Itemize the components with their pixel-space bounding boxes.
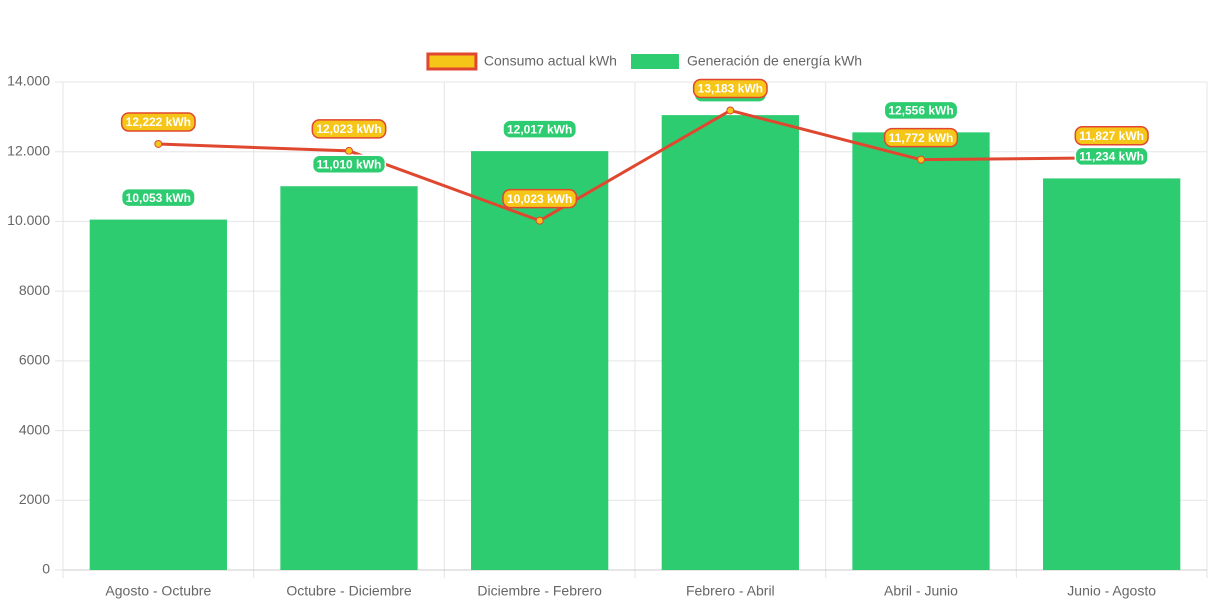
data-label: 12,222 kWh	[126, 115, 191, 129]
line	[158, 108, 1112, 223]
bar	[89, 219, 227, 570]
data-label-bg	[120, 187, 196, 208]
data-label: 12,023 kWh	[316, 122, 381, 136]
legend-swatch	[630, 54, 679, 69]
bar	[1043, 178, 1181, 570]
bar	[852, 132, 990, 570]
x-tick-label: Junio - Agosto	[1067, 583, 1156, 599]
bar	[471, 151, 609, 571]
data-label-bg	[692, 78, 768, 99]
y-tick-label: 2000	[19, 491, 50, 507]
data-label: 10,053 kWh	[126, 191, 191, 205]
data-label-bg	[883, 100, 959, 121]
point	[345, 146, 353, 155]
y-tick-label: 0	[42, 561, 50, 577]
point	[726, 106, 735, 115]
data-label-bg	[502, 188, 578, 209]
data-label-bg	[502, 119, 578, 139]
y-tick-label: 6000	[19, 352, 50, 368]
point	[535, 216, 544, 225]
data-label-bg	[120, 112, 196, 132]
x-tick-label: Abril - Junio	[884, 583, 958, 599]
point	[917, 155, 925, 164]
legend-swatch	[426, 52, 478, 71]
y-tick-label: 10.000	[7, 212, 50, 228]
y-tick-label: 14.000	[7, 73, 50, 89]
data-label: 11,772 kWh	[889, 131, 954, 145]
data-label-bg	[883, 127, 959, 148]
bar	[280, 186, 418, 571]
data-label: 10,023 kWh	[507, 192, 572, 206]
x-tick-label: Octubre - Diciembre	[286, 583, 411, 599]
data-label-bg	[1074, 125, 1149, 146]
x-tick-label: Agosto - Octubre	[105, 583, 211, 599]
data-label: 13,183 kWh	[698, 82, 763, 96]
data-label-bg	[311, 154, 387, 174]
y-tick-label: 4000	[19, 421, 50, 437]
x-tick-label: Febrero - Abril	[686, 583, 775, 599]
x-tick-label: Diciembre - Febrero	[477, 583, 602, 599]
legend-label: Generación de energía kWh	[687, 53, 862, 69]
data-label: 12,017 kWh	[507, 122, 572, 136]
data-label: 11,234 kWh	[1079, 150, 1144, 164]
legend-label: Consumo actual kWh	[484, 53, 617, 69]
y-tick-label: 8000	[19, 282, 50, 298]
bar	[661, 115, 799, 570]
point	[154, 139, 163, 148]
data-label: 11,827 kWh	[1079, 129, 1144, 143]
data-label-bg	[1074, 146, 1149, 167]
data-label: 11,010 kWh	[317, 157, 382, 171]
y-tick-label: 12.000	[7, 142, 50, 158]
data-label-bg	[311, 119, 387, 139]
data-label: 12,556 kWh	[888, 104, 953, 118]
